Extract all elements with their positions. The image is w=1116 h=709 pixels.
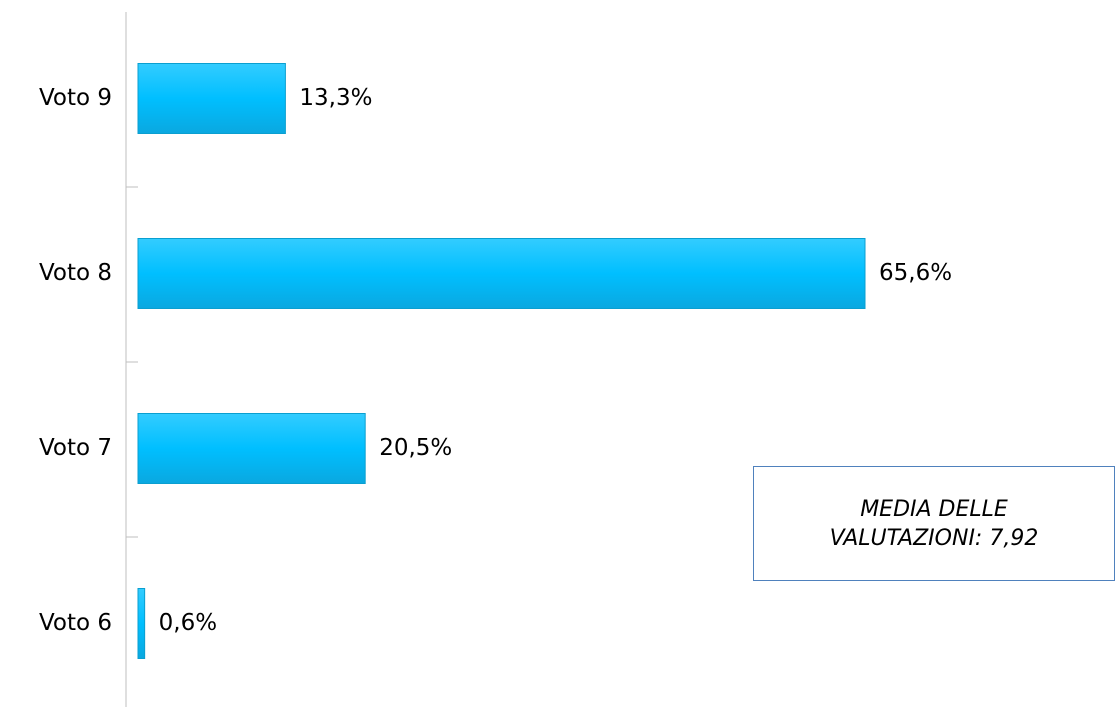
value-label: 0,6% [159,610,217,636]
value-label: 20,5% [379,435,452,461]
category-label: Voto 6 [39,610,112,636]
value-label: 13,3% [299,85,372,111]
category-label: Voto 8 [39,260,112,286]
category-label: Voto 9 [39,85,112,111]
bar [137,588,146,659]
value-label: 65,6% [879,260,952,286]
bar [137,63,286,134]
bar [137,413,366,484]
annotation-box: MEDIA DELLE VALUTAZIONI: 7,92 [753,466,1115,581]
category-label: Voto 7 [39,435,112,461]
bar [137,238,866,309]
